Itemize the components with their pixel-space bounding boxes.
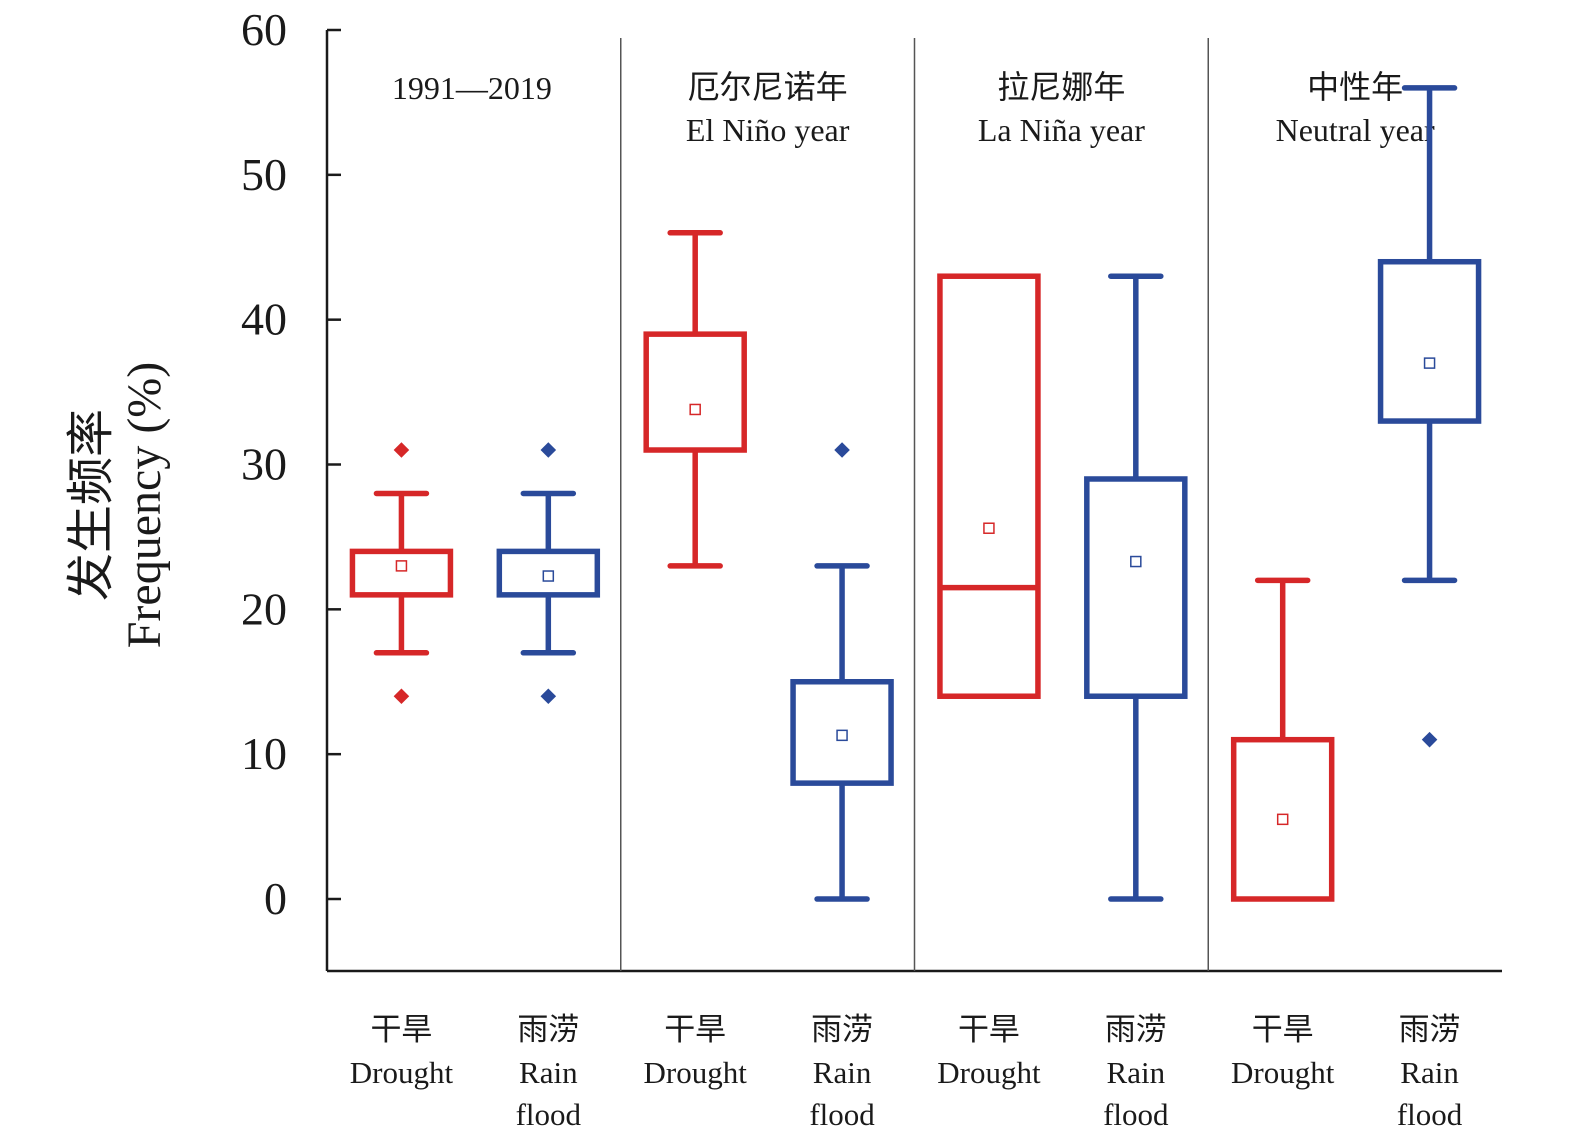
panel-title-cn: 厄尔尼诺年 bbox=[688, 69, 848, 105]
mean-marker bbox=[689, 403, 701, 416]
panel: 厄尔尼诺年 El Niño year 干旱 Drought 雨涝 Rain flood bbox=[643, 69, 894, 1132]
category-label-en: flood bbox=[1103, 1097, 1169, 1132]
category-label-en: flood bbox=[809, 1097, 875, 1132]
box-group: 干旱 Drought bbox=[643, 230, 748, 1090]
outlier-point bbox=[1421, 731, 1438, 748]
category-label-en: Drought bbox=[350, 1055, 454, 1090]
mean-marker bbox=[1423, 357, 1436, 369]
category-label-en: Rain bbox=[1107, 1055, 1166, 1090]
outlier-point bbox=[540, 442, 557, 458]
category-label-cn: 雨涝 bbox=[1399, 1012, 1461, 1047]
mean-marker bbox=[1130, 555, 1142, 568]
y-tick-label: 60 bbox=[241, 4, 287, 55]
box-group: 雨涝 Rain flood bbox=[496, 442, 601, 1132]
category-label-cn: 雨涝 bbox=[811, 1012, 873, 1047]
y-tick-label: 0 bbox=[264, 873, 287, 924]
panel-title-cn: 中性年 bbox=[1307, 69, 1403, 105]
box bbox=[349, 548, 454, 598]
y-axis-title-cn: 发生频率 bbox=[65, 409, 118, 601]
mean-marker bbox=[395, 560, 408, 572]
category-label-en: flood bbox=[516, 1097, 582, 1132]
box bbox=[1377, 258, 1482, 424]
y-tick-label: 40 bbox=[241, 294, 287, 345]
mean-marker bbox=[983, 522, 995, 534]
box-group: 雨涝 Rain flood bbox=[790, 442, 894, 1132]
category-label-en: flood bbox=[1397, 1097, 1463, 1132]
panel-dividers bbox=[620, 38, 1209, 971]
category-label-en: Rain bbox=[813, 1055, 872, 1090]
box bbox=[643, 331, 747, 453]
box-group: 雨涝 Rain flood bbox=[1377, 85, 1482, 1132]
panel-title-cn: 拉尼娜年 bbox=[997, 69, 1125, 105]
panel: 1991—2019 干旱 Drought 雨涝 Rain flood bbox=[349, 70, 601, 1132]
box-group: 雨涝 Rain flood bbox=[1084, 273, 1188, 1132]
y-tick-label: 20 bbox=[241, 583, 287, 634]
box bbox=[1084, 476, 1188, 699]
category-label-en: Drought bbox=[644, 1055, 748, 1090]
y-axis-title-en: Frequency (%) bbox=[118, 362, 171, 649]
category-label-cn: 雨涝 bbox=[517, 1012, 579, 1047]
box-group: 干旱 Drought bbox=[937, 273, 1041, 1090]
category-label-cn: 干旱 bbox=[958, 1012, 1020, 1047]
outlier-point bbox=[393, 442, 410, 458]
panel-title-en: La Niña year bbox=[978, 112, 1145, 148]
y-tick-label: 10 bbox=[241, 728, 287, 779]
category-label-en: Rain bbox=[1400, 1055, 1459, 1090]
box bbox=[790, 679, 894, 786]
category-label-en: Drought bbox=[1231, 1055, 1335, 1090]
box bbox=[1230, 736, 1335, 902]
panel-title-en: 1991—2019 bbox=[392, 70, 552, 106]
category-label-cn: 雨涝 bbox=[1105, 1012, 1167, 1047]
y-axis-title: 发生频率 Frequency (%) bbox=[65, 362, 171, 649]
y-tick-label: 30 bbox=[241, 439, 287, 490]
axes: 0 10 20 30 40 50 60 bbox=[241, 4, 1502, 973]
panel: 中性年 Neutral year 干旱 Drought 雨涝 Rain flood bbox=[1230, 69, 1482, 1132]
mean-marker bbox=[836, 729, 848, 742]
y-tick-label: 50 bbox=[241, 149, 287, 200]
mean-marker bbox=[1276, 813, 1289, 826]
category-label-en: Drought bbox=[937, 1055, 1041, 1090]
box-group: 干旱 Drought bbox=[349, 442, 454, 1090]
category-label-en: Rain bbox=[519, 1055, 578, 1090]
outlier-point bbox=[393, 688, 410, 705]
panel: 拉尼娜年 La Niña year 干旱 Drought 雨涝 Rain flood bbox=[937, 69, 1188, 1132]
mean-marker bbox=[542, 570, 555, 582]
box-group: 干旱 Drought bbox=[1230, 577, 1335, 1090]
outlier-point bbox=[540, 688, 557, 705]
panel-title-en: El Niño year bbox=[686, 112, 850, 148]
category-label-cn: 干旱 bbox=[370, 1012, 432, 1047]
outlier-point bbox=[834, 442, 850, 458]
panel-title-en: Neutral year bbox=[1276, 112, 1435, 148]
box bbox=[496, 548, 601, 598]
box bbox=[937, 273, 1041, 699]
category-label-cn: 干旱 bbox=[664, 1012, 726, 1047]
category-label-cn: 干旱 bbox=[1252, 1012, 1314, 1047]
